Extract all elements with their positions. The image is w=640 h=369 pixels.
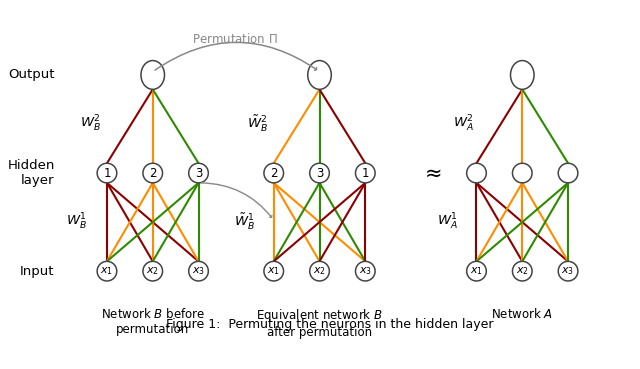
Ellipse shape [143, 163, 163, 183]
Ellipse shape [558, 163, 578, 183]
Text: 1: 1 [362, 166, 369, 180]
Ellipse shape [189, 163, 209, 183]
Text: 3: 3 [195, 166, 202, 180]
Text: $x_2$: $x_2$ [146, 265, 159, 277]
Ellipse shape [141, 61, 164, 89]
Text: $\approx$: $\approx$ [420, 163, 442, 183]
Text: $x_3$: $x_3$ [192, 265, 205, 277]
Ellipse shape [355, 163, 375, 183]
Ellipse shape [97, 261, 116, 281]
Text: 1: 1 [103, 166, 111, 180]
Ellipse shape [467, 163, 486, 183]
Ellipse shape [264, 261, 284, 281]
Text: $W_B^1$: $W_B^1$ [66, 212, 86, 232]
Text: $\tilde{W}_B^1$: $\tilde{W}_B^1$ [234, 212, 255, 232]
Text: Hidden
layer: Hidden layer [7, 159, 54, 187]
Text: $x_1$: $x_1$ [470, 265, 483, 277]
Ellipse shape [513, 261, 532, 281]
Ellipse shape [511, 61, 534, 89]
Text: $x_1$: $x_1$ [267, 265, 280, 277]
Ellipse shape [143, 261, 163, 281]
Text: 3: 3 [316, 166, 323, 180]
Text: $x_2$: $x_2$ [516, 265, 529, 277]
Text: Figure 1:  Permuting the neurons in the hidden layer: Figure 1: Permuting the neurons in the h… [166, 318, 493, 331]
Text: Network $A$: Network $A$ [492, 307, 554, 321]
Ellipse shape [467, 261, 486, 281]
Text: $\tilde{W}_B^2$: $\tilde{W}_B^2$ [247, 114, 268, 134]
Ellipse shape [97, 163, 116, 183]
Text: $x_3$: $x_3$ [561, 265, 575, 277]
Ellipse shape [558, 261, 578, 281]
Text: $W_A^1$: $W_A^1$ [436, 212, 458, 232]
Text: Network $B$ before
permutation: Network $B$ before permutation [100, 307, 205, 336]
Ellipse shape [308, 61, 332, 89]
Ellipse shape [310, 261, 330, 281]
Text: $W_B^2$: $W_B^2$ [80, 114, 101, 134]
Text: $x_3$: $x_3$ [359, 265, 372, 277]
Ellipse shape [310, 163, 330, 183]
Ellipse shape [355, 261, 375, 281]
Ellipse shape [513, 163, 532, 183]
Text: $x_2$: $x_2$ [313, 265, 326, 277]
Ellipse shape [189, 261, 209, 281]
Text: Output: Output [8, 68, 54, 82]
Text: Permutation $\Pi$: Permutation $\Pi$ [191, 31, 277, 45]
Text: Input: Input [20, 265, 54, 277]
Text: 2: 2 [149, 166, 157, 180]
Text: 2: 2 [270, 166, 278, 180]
Text: $W_A^2$: $W_A^2$ [453, 114, 474, 134]
Text: Equivalent network $B$
after permutation: Equivalent network $B$ after permutation [256, 307, 383, 339]
Text: $x_1$: $x_1$ [100, 265, 113, 277]
Ellipse shape [264, 163, 284, 183]
